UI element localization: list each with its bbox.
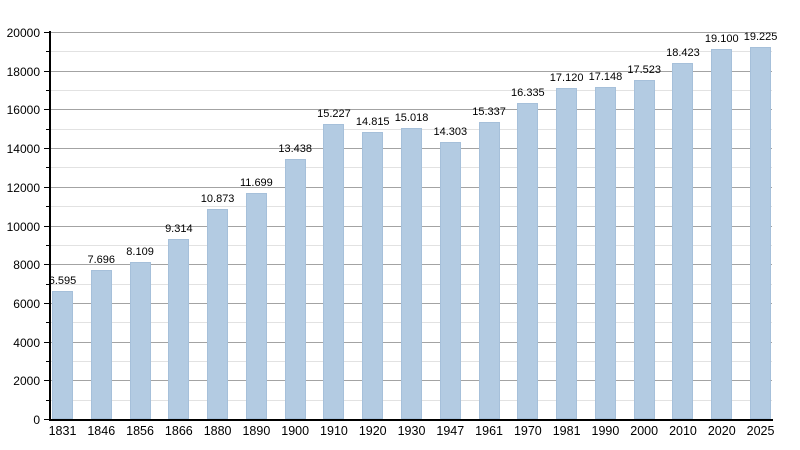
y-tick-label: 0 <box>33 413 40 427</box>
bar-value-label: 14.815 <box>355 116 390 129</box>
y-tick-label: 14000 <box>6 142 40 157</box>
bar-1866 <box>168 238 190 419</box>
bar-value-label: 16.335 <box>511 86 545 99</box>
bar-1947 <box>439 142 461 419</box>
y-major-tick <box>44 109 50 111</box>
x-tick-label: 1846 <box>87 424 116 438</box>
y-minor-tick <box>46 128 50 130</box>
bar-value-label: 17.120 <box>549 71 584 84</box>
bar-2010 <box>672 62 694 419</box>
major-gridline <box>50 32 772 33</box>
minor-gridline <box>50 51 772 53</box>
bar-value-label: 10.873 <box>200 192 235 205</box>
x-axis <box>49 419 773 421</box>
y-major-tick <box>44 264 50 266</box>
y-major-tick <box>44 419 50 420</box>
y-major-tick <box>44 302 50 304</box>
bar-1910 <box>323 124 345 419</box>
x-tick-label: 1910 <box>320 424 348 438</box>
bar-value-label: 9.314 <box>165 222 193 235</box>
x-tick-label: 2020 <box>707 424 736 438</box>
y-tick-label: 16000 <box>6 103 40 118</box>
bar-value-label: 17.523 <box>627 63 662 76</box>
bar-1846 <box>90 270 112 419</box>
y-tick-label: 10000 <box>6 219 40 234</box>
x-tick-label: 1866 <box>164 424 193 438</box>
y-tick-label: 4000 <box>13 335 40 350</box>
bar-value-label: 19.100 <box>704 33 739 46</box>
y-minor-tick <box>46 90 50 92</box>
y-major-tick <box>44 380 50 382</box>
y-minor-tick <box>46 399 50 401</box>
y-tick-label: 12000 <box>6 180 40 195</box>
y-minor-tick <box>46 206 50 208</box>
bar-value-label: 18.423 <box>666 46 700 59</box>
x-tick-label: 2000 <box>630 424 659 438</box>
minor-gridline <box>50 90 772 92</box>
bar-1880 <box>207 208 229 419</box>
y-minor-tick <box>46 360 50 362</box>
y-major-tick <box>44 186 50 188</box>
x-tick-label: 1947 <box>436 424 465 438</box>
bar-2020 <box>711 49 733 419</box>
bar-1890 <box>245 192 267 419</box>
bar-value-label: 7.696 <box>87 254 116 267</box>
y-major-tick <box>44 32 50 33</box>
x-tick-label: 1990 <box>591 424 620 438</box>
y-tick-label: 6000 <box>13 296 40 311</box>
x-tick-label: 1920 <box>358 424 387 438</box>
y-major-tick <box>44 148 50 150</box>
bar-value-label: 13.438 <box>278 142 312 155</box>
bar-1930 <box>401 128 423 419</box>
y-tick-label: 18000 <box>6 64 40 79</box>
bar-1990 <box>594 87 616 419</box>
bar-value-label: 11.699 <box>239 176 273 189</box>
y-tick-label: 20000 <box>6 26 40 40</box>
x-tick-label: 1970 <box>513 424 542 438</box>
y-major-tick <box>44 341 50 343</box>
y-minor-tick <box>46 51 50 53</box>
bar-value-label: 15.227 <box>317 108 351 121</box>
x-tick-label: 1856 <box>126 424 154 438</box>
y-minor-tick <box>46 167 50 169</box>
x-tick-label: 1900 <box>281 424 310 438</box>
major-gridline <box>50 70 772 72</box>
bar-1961 <box>478 122 500 419</box>
x-tick-label: 2010 <box>669 424 697 438</box>
major-gridline <box>50 109 772 111</box>
bar-value-label: 14.303 <box>433 126 468 139</box>
bar-value-label: 17.148 <box>588 71 623 84</box>
y-axis <box>49 31 51 421</box>
bar-1856 <box>129 262 151 419</box>
x-tick-label: 1890 <box>242 424 271 438</box>
y-major-tick <box>44 225 50 227</box>
y-tick-label: 2000 <box>13 374 40 389</box>
bar-1981 <box>556 87 578 419</box>
x-tick-label: 1880 <box>203 424 232 438</box>
bar-value-label: 8.109 <box>126 246 154 259</box>
x-tick-label: 2025 <box>746 424 775 438</box>
bar-1970 <box>517 102 539 419</box>
x-tick-label: 1831 <box>48 424 77 438</box>
y-minor-tick <box>46 244 50 246</box>
y-minor-tick <box>46 283 50 285</box>
y-major-tick <box>44 70 50 72</box>
bar-2000 <box>633 79 655 419</box>
bar-1920 <box>362 132 384 419</box>
x-tick-label: 1930 <box>397 424 426 438</box>
x-tick-label: 1961 <box>475 424 503 438</box>
bar-value-label: 15.018 <box>394 112 429 125</box>
y-tick-label: 8000 <box>13 258 40 273</box>
bar-value-label: 6.595 <box>48 275 77 288</box>
bar-1900 <box>284 158 306 419</box>
x-tick-label: 1981 <box>552 424 581 438</box>
bar-value-label: 19.225 <box>743 30 778 43</box>
y-minor-tick <box>46 322 50 324</box>
bar-2025 <box>750 46 772 419</box>
bar-value-label: 15.337 <box>472 106 506 119</box>
bar-1831 <box>52 291 73 419</box>
